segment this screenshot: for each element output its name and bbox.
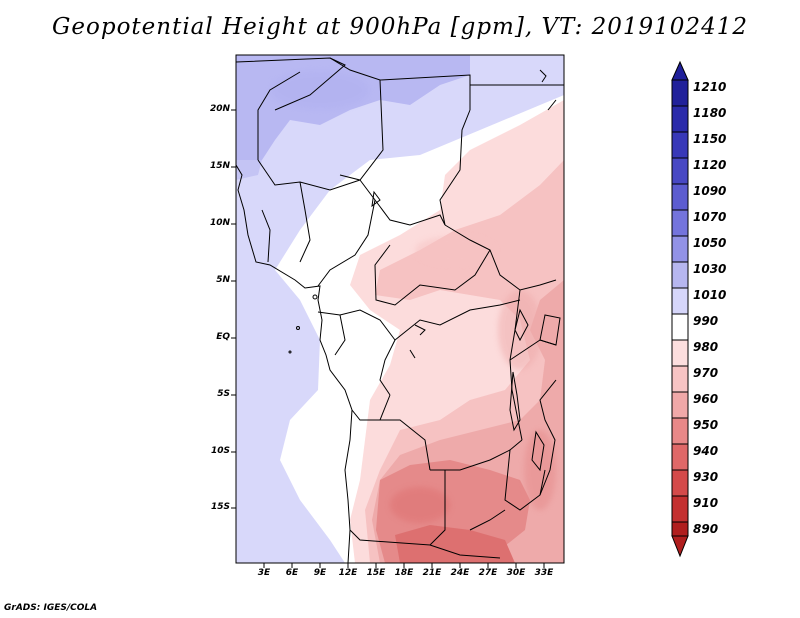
islands — [288, 294, 318, 354]
colorbar-bin-980 — [671, 339, 689, 367]
colorbar-label: 1210 — [693, 80, 727, 94]
colorbar-bin-1050 — [671, 235, 689, 263]
colorbar-label: 1070 — [693, 210, 727, 224]
lat-ticks — [231, 109, 236, 509]
colorbar-bin-1090 — [671, 183, 689, 211]
colorbar-label: 1030 — [693, 262, 727, 276]
colorbar-label: 1090 — [693, 184, 727, 198]
colorbar-label: 980 — [693, 340, 719, 354]
lon-label: 3E — [257, 568, 271, 578]
lat-label: 20N — [209, 104, 230, 114]
lon-label: 27E — [478, 568, 498, 578]
colorbar-bin-1070 — [671, 209, 689, 237]
colorbar-label: 1010 — [693, 288, 727, 302]
colorbar-label: 1150 — [693, 132, 727, 146]
lon-label: 12E — [338, 568, 358, 578]
chart-title: Geopotential Height at 900hPa [gpm], VT:… — [52, 14, 748, 40]
colorbar — [671, 60, 689, 558]
colorbar-bin-990 — [671, 313, 689, 341]
lon-label: 9E — [313, 568, 327, 578]
colorbar-bin-1120 — [671, 157, 689, 185]
lon-ticks — [263, 563, 545, 568]
colorbar-label: 950 — [693, 418, 719, 432]
lat-label: EQ — [216, 332, 230, 342]
field-band-940 — [395, 525, 515, 563]
height-field — [236, 55, 564, 563]
lon-label: 33E — [534, 568, 554, 578]
colorbar-label: 910 — [693, 496, 719, 510]
lon-label: 18E — [394, 568, 414, 578]
colorbar-bin-1150 — [671, 131, 689, 159]
colorbar-label: 890 — [693, 522, 719, 536]
colorbar-bin-1010 — [671, 287, 689, 315]
colorbar-top-arrow — [671, 60, 689, 81]
colorbar-bottom-arrow — [671, 535, 689, 558]
colorbar-bin-910 — [671, 495, 689, 523]
colorbar-label: 930 — [693, 470, 719, 484]
lat-label: 5N — [216, 275, 230, 285]
colorbar-label: 1180 — [693, 106, 727, 120]
lon-label: 30E — [506, 568, 526, 578]
colorbar-label: 940 — [693, 444, 719, 458]
colorbar-label: 1120 — [693, 158, 727, 172]
colorbar-bin-1180 — [671, 105, 689, 133]
lon-label: 21E — [422, 568, 442, 578]
colorbar-bin-1030 — [671, 261, 689, 289]
lat-label: 15S — [210, 502, 230, 512]
map-frame — [235, 54, 565, 564]
colorbar-bin-930 — [671, 469, 689, 497]
colorbar-label: 970 — [693, 366, 719, 380]
lat-label: 5S — [217, 389, 230, 399]
colorbar-label: 990 — [693, 314, 719, 328]
lat-label: 10N — [209, 218, 230, 228]
software-credit: GrADS: IGES/COLA — [4, 603, 98, 613]
lon-label: 24E — [450, 568, 470, 578]
colorbar-label: 960 — [693, 392, 719, 406]
colorbar-bin-890 — [671, 521, 689, 537]
lat-label: 10S — [210, 446, 230, 456]
colorbar-bin-950 — [671, 417, 689, 445]
field-texture — [270, 70, 556, 523]
coastlines-borders — [236, 57, 564, 563]
colorbar-bin-1210 — [671, 79, 689, 107]
lon-label: 6E — [285, 568, 299, 578]
lat-label: 15N — [209, 161, 230, 171]
colorbar-bin-970 — [671, 365, 689, 393]
lon-label: 15E — [366, 568, 386, 578]
colorbar-label: 1050 — [693, 236, 727, 250]
colorbar-bin-960 — [671, 391, 689, 419]
colorbar-bin-940 — [671, 443, 689, 471]
